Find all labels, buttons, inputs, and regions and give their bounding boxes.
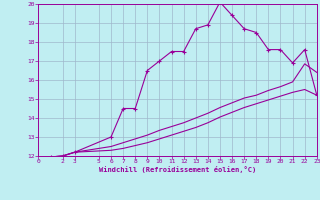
X-axis label: Windchill (Refroidissement éolien,°C): Windchill (Refroidissement éolien,°C) [99, 166, 256, 173]
